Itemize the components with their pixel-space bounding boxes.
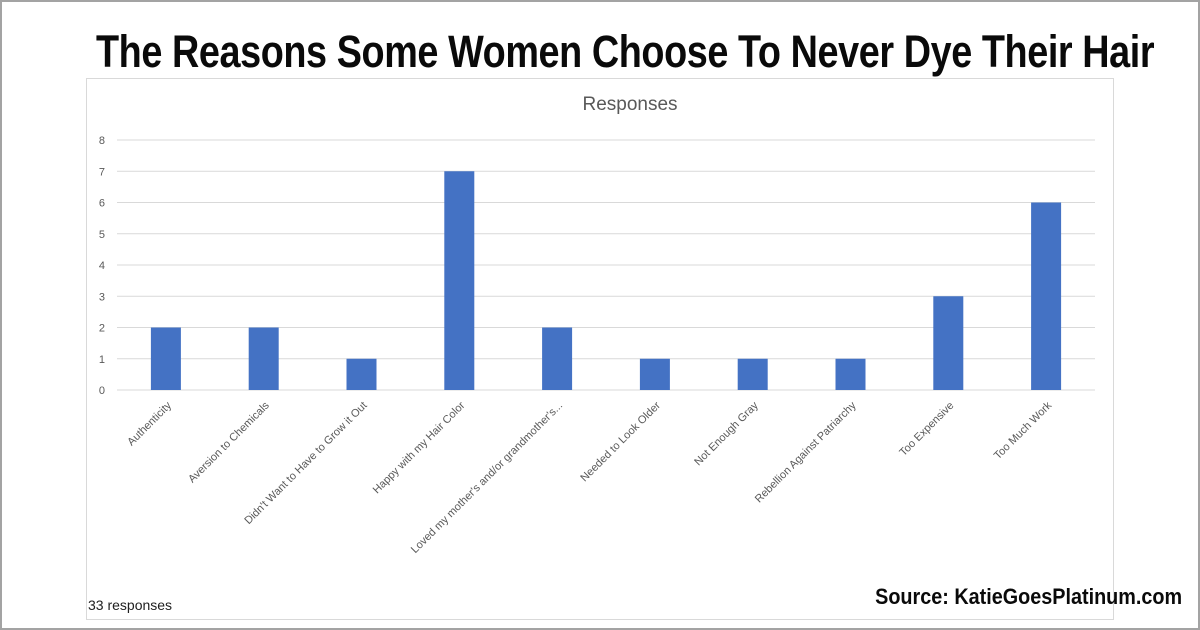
y-tick-label: 2 (99, 323, 105, 335)
x-tick-label: Too Much Work (992, 399, 1055, 462)
y-tick-label: 6 (99, 198, 105, 210)
x-tick-label: Not Enough Gray (692, 399, 761, 468)
source-credit: Source: KatieGoesPlatinum.com (875, 584, 1182, 609)
y-tick-label: 5 (99, 229, 105, 241)
y-tick-label: 0 (99, 385, 105, 397)
bar (835, 358, 866, 390)
x-tick-label: Authenticity (125, 399, 174, 448)
x-tick-label: Didn't Want to Have to Grow it Out (242, 400, 369, 527)
bar-chart: Responses 0 1 2 3 4 5 6 7 8 Authenticity Aversion t… (99, 94, 1095, 556)
y-tick-label: 1 (99, 354, 105, 366)
bar (639, 358, 670, 390)
bar (248, 327, 279, 390)
x-tick-label: Needed to Look Older (578, 399, 663, 484)
page-title: The Reasons Some Women Choose To Never D… (96, 26, 1155, 77)
y-tick-label: 3 (99, 291, 105, 303)
bar (444, 171, 475, 390)
bar (150, 327, 181, 390)
chart-container: Responses 0 1 2 3 4 5 6 7 8 Authenticity Aversion t… (86, 78, 1114, 620)
chart-title: Responses (582, 94, 677, 115)
responses-count: 33 responses (88, 597, 173, 613)
y-tick-label: 4 (99, 260, 105, 272)
bar (737, 358, 768, 390)
x-tick-label: Rebellion Against Patriarchy (753, 399, 859, 505)
x-tick-label: Happy with my Hair Color (371, 399, 468, 496)
y-tick-label: 7 (99, 166, 105, 178)
x-tick-label: Aversion to Chemicals (186, 399, 272, 485)
y-tick-label: 8 (99, 135, 105, 147)
bar (346, 358, 377, 390)
bar (1031, 202, 1062, 390)
bar (542, 327, 573, 390)
bar (933, 296, 964, 390)
x-tick-label: Too Expensive (897, 400, 956, 459)
x-tick-label: Loved my mother's and/or grandmother's..… (409, 400, 565, 556)
